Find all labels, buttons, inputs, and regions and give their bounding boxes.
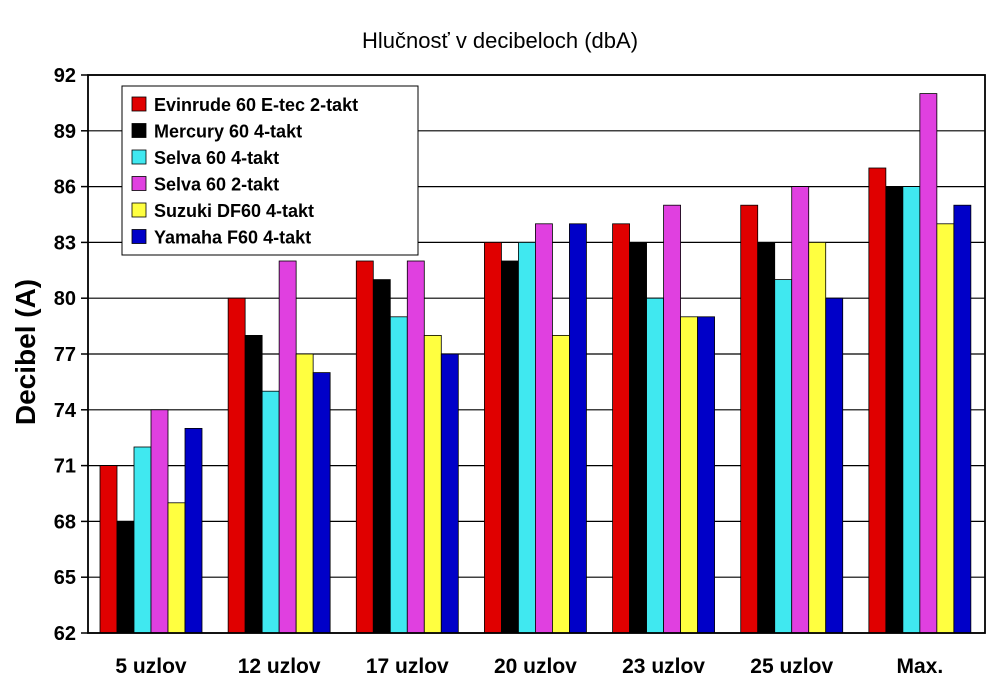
bar xyxy=(663,204,681,634)
bar xyxy=(278,260,297,634)
legend-label: Suzuki DF60 4-takt xyxy=(154,201,314,221)
legend-label: Selva 60 4-takt xyxy=(154,148,279,168)
bar xyxy=(535,223,553,634)
bar xyxy=(902,186,921,634)
x-tick-label: 23 uzlov xyxy=(622,655,705,678)
bar xyxy=(150,409,169,634)
axes: 62 65 68 71 74 77 80 83 86 89 92 5 uzlov 12 uzlov 17 … xyxy=(54,65,986,678)
x-tick-label: 12 uzlov xyxy=(238,655,321,678)
x-tick-label: 25 uzlov xyxy=(750,655,833,678)
bar xyxy=(791,186,810,634)
x-tick-label: 5 uzlov xyxy=(115,655,187,678)
bar xyxy=(184,427,203,634)
legend-label: Selva 60 2-takt xyxy=(154,175,279,195)
bar xyxy=(740,204,759,634)
bar xyxy=(629,241,647,634)
y-tick-label: 62 xyxy=(54,623,76,645)
bar xyxy=(167,502,186,634)
bar xyxy=(372,279,391,634)
bar xyxy=(389,316,408,634)
bar xyxy=(774,279,793,634)
legend-swatch xyxy=(131,123,147,138)
y-tick-label: 71 xyxy=(54,456,76,478)
x-tick-label: 20 uzlov xyxy=(494,655,577,678)
legend-label: Evinrude 60 E-tec 2-takt xyxy=(154,95,358,115)
legend: Evinrude 60 E-tec 2-takt Mercury 60 4-tak… xyxy=(121,85,419,256)
plot-frame xyxy=(87,74,986,634)
legend-label: Mercury 60 4-takt xyxy=(154,122,302,142)
legend-swatch xyxy=(131,96,147,112)
bar xyxy=(99,465,118,634)
bar xyxy=(825,297,844,634)
bar xyxy=(757,241,776,634)
legend-box xyxy=(121,85,419,256)
bar xyxy=(227,297,246,634)
x-tick-label: 17 uzlov xyxy=(366,655,449,678)
bar xyxy=(312,372,331,634)
chart-title: Hlučnosť v decibeloch (dbA) xyxy=(361,28,639,53)
bar xyxy=(868,167,887,634)
bar xyxy=(484,241,502,634)
legend-swatch xyxy=(131,176,147,191)
bar xyxy=(697,316,715,634)
y-tick-label: 65 xyxy=(54,567,76,589)
bar xyxy=(680,316,698,634)
y-tick-label: 89 xyxy=(54,121,76,143)
bar xyxy=(355,260,374,634)
y-tick-label: 92 xyxy=(54,65,76,87)
y-tick-label: 68 xyxy=(54,511,76,533)
bar xyxy=(808,241,827,634)
bar xyxy=(936,223,955,634)
legend-label: Yamaha F60 4-takt xyxy=(154,228,311,248)
bar xyxy=(295,353,314,634)
bar xyxy=(885,186,904,634)
y-tick-label: 74 xyxy=(54,400,77,422)
bar xyxy=(244,334,263,634)
y-tick-label: 77 xyxy=(54,344,76,366)
bar xyxy=(261,390,280,634)
bar xyxy=(501,260,519,634)
bar xyxy=(612,223,630,634)
y-tick-label: 86 xyxy=(54,177,76,199)
legend-swatch xyxy=(131,229,147,244)
y-tick-label: 83 xyxy=(54,232,76,254)
y-tick-label: 80 xyxy=(54,288,76,310)
bar xyxy=(646,297,664,634)
bar xyxy=(116,521,135,634)
x-tick-label: Max. xyxy=(897,655,944,678)
legend-swatch xyxy=(131,202,147,218)
bars xyxy=(99,93,972,634)
bar xyxy=(919,93,938,634)
legend-swatch xyxy=(131,149,147,165)
bar xyxy=(569,223,587,634)
bar xyxy=(552,334,570,634)
bar xyxy=(440,353,459,634)
bar xyxy=(423,334,442,634)
bar xyxy=(406,260,425,634)
bar xyxy=(133,446,152,634)
bar xyxy=(953,204,972,634)
bar xyxy=(518,241,536,634)
